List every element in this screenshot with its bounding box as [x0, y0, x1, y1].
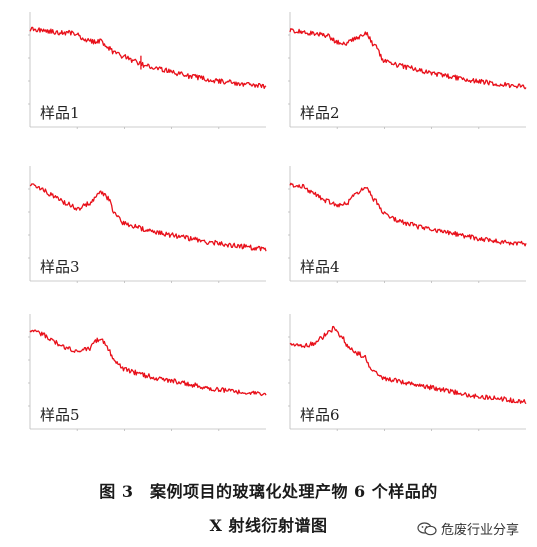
sample-label: 样品1	[38, 102, 82, 123]
xrd-trace	[289, 182, 527, 247]
xrd-panel-4: 样品4	[284, 160, 534, 295]
xrd-trace	[289, 28, 527, 90]
xrd-plot-6	[288, 314, 527, 431]
xrd-panel-3: 样品3	[24, 160, 274, 295]
sample-label: 样品5	[38, 404, 82, 425]
watermark-text: 危废行业分享	[440, 523, 519, 538]
xrd-panel-6: 样品6	[284, 308, 534, 443]
wechat-icon	[417, 521, 437, 535]
xrd-trace	[29, 26, 267, 90]
xrd-plot-2	[288, 12, 527, 129]
xrd-plot-1	[28, 12, 267, 129]
xrd-trace	[29, 183, 267, 252]
sample-label: 样品2	[298, 102, 342, 123]
xrd-panel-2: 样品2	[284, 6, 534, 141]
xrd-plot-3	[28, 166, 267, 283]
xrd-panel-5: 样品5	[24, 308, 274, 443]
figure-caption-line1: 图 3 案例项目的玻璃化处理产物 6 个样品的	[99, 482, 438, 501]
xrd-panel-1: 样品1	[24, 6, 274, 141]
sample-label: 样品3	[38, 256, 82, 277]
sample-label: 样品6	[298, 404, 342, 425]
xrd-plot-5	[28, 314, 267, 431]
watermark: 危废行业分享	[417, 519, 519, 538]
xrd-trace	[29, 329, 267, 397]
sample-label: 样品4	[298, 256, 342, 277]
xrd-plot-4	[288, 166, 527, 283]
xrd-trace	[289, 325, 527, 405]
figure-caption-line2: X 射线衍射谱图	[209, 516, 328, 535]
